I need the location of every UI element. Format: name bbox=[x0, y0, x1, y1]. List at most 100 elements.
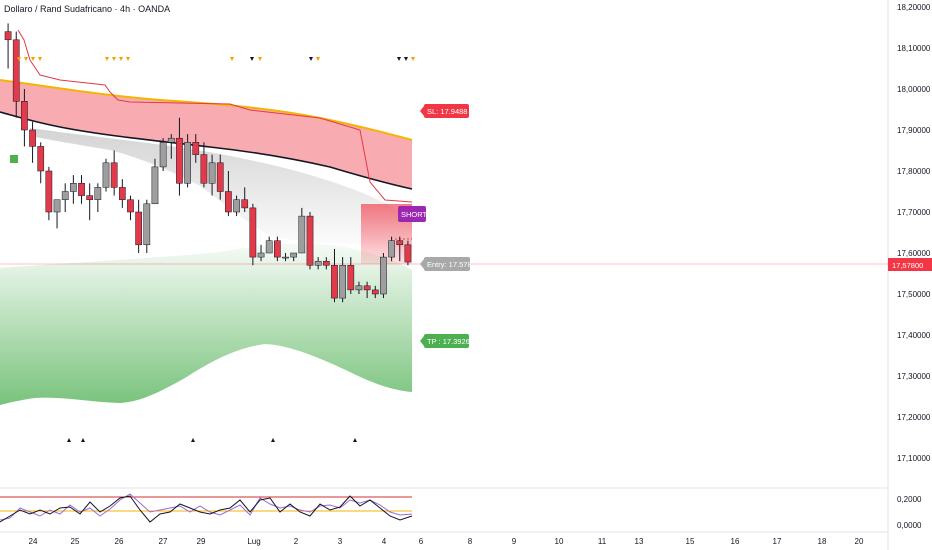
date-axis-label: 6 bbox=[419, 537, 424, 546]
triangle-down-marker bbox=[31, 57, 35, 61]
triangle-down-marker bbox=[38, 57, 42, 61]
candle-bear bbox=[118, 187, 126, 200]
triangle-down-marker bbox=[112, 57, 116, 61]
candle-bear bbox=[322, 260, 330, 266]
date-axis-label: 15 bbox=[686, 537, 695, 546]
candle-bear bbox=[241, 199, 249, 209]
price-axis-label: 18,20000 bbox=[897, 3, 931, 12]
sl-tag-text: SL: 17.9488 bbox=[427, 107, 467, 116]
date-axis-label: 2 bbox=[294, 537, 299, 546]
candle-bear bbox=[127, 199, 134, 213]
black-ma-line bbox=[0, 111, 413, 190]
oscillator-line-purple bbox=[0, 493, 413, 521]
price-axis-label: 17,10000 bbox=[897, 454, 931, 463]
price-axis-label: 17,60000 bbox=[897, 249, 931, 258]
candle-bull bbox=[314, 260, 322, 266]
triangle-up-marker bbox=[191, 438, 195, 442]
price-axis-label: 17,20000 bbox=[897, 413, 931, 422]
date-axis-label: 13 bbox=[635, 537, 644, 546]
candle-bear bbox=[216, 162, 224, 192]
triangle-up-marker bbox=[67, 438, 71, 442]
current-price-tag[interactable]: 17,57800 bbox=[888, 258, 932, 271]
sl-tag[interactable]: SL: 17.9488 bbox=[420, 104, 469, 118]
candle-bear bbox=[21, 101, 28, 131]
triangle-down-marker bbox=[250, 57, 254, 61]
candle-bull bbox=[94, 187, 102, 200]
candle-bear bbox=[200, 154, 208, 184]
candle-bull bbox=[184, 142, 191, 184]
triangle-down-marker bbox=[397, 57, 401, 61]
oscillator-axis-label: 0,2000 bbox=[897, 495, 922, 504]
date-axis-label: 29 bbox=[197, 537, 206, 546]
candle-bear bbox=[363, 285, 371, 291]
triangle-down-marker bbox=[411, 57, 415, 61]
candle-bear bbox=[225, 191, 232, 213]
date-axis-label: 3 bbox=[338, 537, 343, 546]
date-axis-label: Lug bbox=[247, 537, 260, 546]
short-tag[interactable]: SHORT bbox=[398, 206, 428, 222]
candle-bear bbox=[192, 142, 200, 155]
candle-bear bbox=[29, 129, 36, 147]
date-axis-label: 9 bbox=[512, 537, 517, 546]
green-zone bbox=[0, 243, 412, 405]
tp-tag-text: TP : 17.3926 bbox=[427, 337, 470, 346]
candle-bull bbox=[388, 240, 395, 258]
orange-ma-line bbox=[0, 79, 413, 141]
candle-bull bbox=[298, 215, 306, 254]
date-axis-label: 10 bbox=[555, 537, 564, 546]
candles-layer bbox=[4, 23, 412, 303]
candle-bear bbox=[404, 244, 412, 263]
candle-bull bbox=[151, 166, 159, 205]
price-axis-label: 18,10000 bbox=[897, 44, 931, 53]
price-axis-label: 18,00000 bbox=[897, 85, 931, 94]
price-axis-label: 17,50000 bbox=[897, 290, 931, 299]
oscillator-line-black bbox=[0, 495, 413, 523]
triangle-down-marker bbox=[105, 57, 109, 61]
date-axis-label: 20 bbox=[855, 537, 864, 546]
date-axis-label: 4 bbox=[382, 537, 387, 546]
triangle-down-marker bbox=[24, 57, 28, 61]
candle-bear bbox=[331, 265, 338, 299]
price-axis[interactable]: 18,20000 18,10000 18,00000 17,90000 17,80000… bbox=[897, 3, 931, 463]
date-axis-label: 27 bbox=[159, 537, 168, 546]
triangle-up-marker bbox=[353, 438, 357, 442]
candle-bull bbox=[70, 183, 77, 192]
short-tag-text: SHORT bbox=[401, 210, 428, 219]
candle-bear bbox=[347, 265, 355, 291]
candle-bear bbox=[45, 170, 53, 213]
date-axis-label: 26 bbox=[115, 537, 124, 546]
date-axis-label: 8 bbox=[468, 537, 473, 546]
price-axis-label: 17,90000 bbox=[897, 126, 931, 135]
chart-title: Dollaro / Rand Sudafricano · 4h · OANDA bbox=[4, 4, 171, 14]
date-axis-label: 24 bbox=[29, 537, 38, 546]
price-axis-label: 17,40000 bbox=[897, 331, 931, 340]
oscillator-axis: 0,2000 0,0000 bbox=[897, 495, 922, 530]
date-axis-label: 17 bbox=[773, 537, 782, 546]
price-axis-label: 17,30000 bbox=[897, 372, 931, 381]
candle-bull bbox=[53, 199, 61, 213]
candle-bull bbox=[355, 285, 363, 291]
triangle-up-marker bbox=[81, 438, 85, 442]
candle-bear bbox=[249, 207, 257, 258]
triangle-up-marker bbox=[271, 438, 275, 442]
triangle-down-marker bbox=[316, 57, 320, 61]
triangle-down-marker bbox=[126, 57, 130, 61]
signal-triangles bbox=[17, 57, 415, 442]
candle-bear bbox=[274, 240, 281, 258]
candle-bull bbox=[282, 256, 289, 259]
oscillator-axis-label: 0,0000 bbox=[897, 521, 922, 530]
candle-bull bbox=[208, 162, 216, 184]
candle-bull bbox=[257, 252, 265, 258]
tp-tag[interactable]: TP : 17.3926 bbox=[420, 334, 470, 348]
date-axis-label: 18 bbox=[818, 537, 827, 546]
entry-tag[interactable]: Entry: 17.578 bbox=[420, 257, 472, 271]
triangle-down-marker bbox=[119, 57, 123, 61]
candle-bear bbox=[306, 215, 314, 266]
date-axis[interactable]: 24 25 26 27 29 Lug 2 3 4 6 8 9 10 11 13 15 16 17 18 20 bbox=[29, 537, 864, 546]
candle-bull bbox=[159, 142, 167, 168]
triangle-down-marker bbox=[17, 57, 21, 61]
price-axis-label: 17,80000 bbox=[897, 167, 931, 176]
candle-bull bbox=[143, 203, 151, 246]
triangle-down-marker bbox=[404, 57, 408, 61]
